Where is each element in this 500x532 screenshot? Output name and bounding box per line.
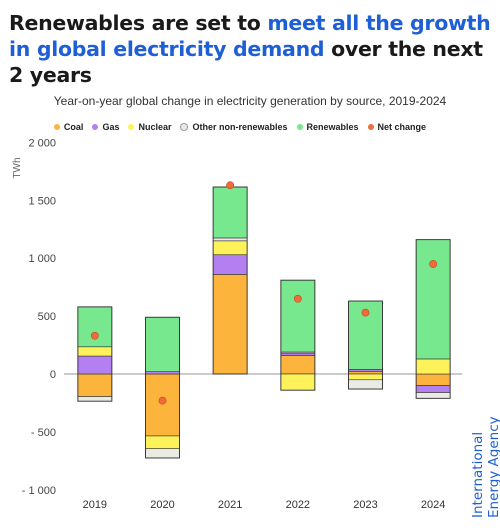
bar-segment [348, 373, 383, 381]
legend-swatch [296, 124, 303, 130]
bar-segment [77, 355, 113, 375]
y-tick-label: 500 [38, 311, 56, 323]
bar-outline [280, 279, 316, 391]
headline-highlight: meet all the growth in global electricit… [9, 11, 491, 61]
bar-segment [212, 186, 248, 239]
legend-swatch [367, 124, 374, 130]
iea-logo-line1: International [470, 431, 486, 518]
bar-segment [212, 254, 248, 275]
bar-segment [415, 239, 451, 360]
x-tick-label: 2019 [83, 499, 107, 511]
legend-item: Net change [367, 122, 427, 132]
bar-segment [415, 373, 451, 386]
legend-swatch [92, 124, 99, 130]
x-tick-label: 2023 [353, 499, 377, 511]
bar-segment [145, 371, 180, 375]
net-change-point [429, 260, 438, 268]
legend-label: Renewables [306, 122, 359, 132]
bar-segment [280, 355, 316, 375]
bar-segment [145, 373, 180, 437]
y-axis-label: TWh [12, 157, 23, 178]
bar-segment [415, 358, 451, 375]
chart-legend: Coal Gas Nuclear Other non-renewables Renewa… [0, 122, 480, 132]
bar-segment [348, 371, 383, 375]
bar-segment [77, 396, 113, 402]
x-tick-label: 2024 [421, 499, 445, 511]
bar-segment [415, 392, 451, 399]
legend-item: Other non-renewables [180, 122, 288, 132]
legend-swatch [53, 124, 60, 130]
legend-label: Coal [63, 122, 84, 132]
legend-label: Gas [102, 122, 120, 132]
bar-segment [77, 346, 113, 357]
net-change-point [90, 331, 99, 340]
legend-label: Net change [377, 122, 427, 132]
bar-segment [145, 448, 180, 459]
legend-label: Nuclear [138, 122, 172, 132]
bar-segment [77, 306, 113, 348]
bar-segment [212, 237, 248, 242]
x-tick-label: 2021 [218, 499, 242, 511]
y-tick-label: 1 500 [28, 195, 56, 207]
bar-outline [77, 306, 113, 402]
chart-title: Year-on-year global change in electricit… [53, 94, 447, 108]
x-tick-label: 2020 [150, 499, 174, 511]
legend-label: Other non-renewables [192, 122, 288, 132]
headline-part2: over the next 2 years [9, 37, 483, 87]
net-change-point [158, 396, 167, 405]
bar-segment [280, 279, 316, 353]
headline-part1: Renewables are set to [9, 11, 268, 35]
x-tick-label: 2022 [286, 499, 310, 511]
net-change-point [361, 308, 370, 317]
bar-segment [280, 373, 316, 391]
bar-segment [212, 240, 248, 256]
bar-segment [280, 352, 316, 356]
legend-swatch [180, 123, 189, 131]
iea-logo-text: International Energy Agency [470, 416, 500, 518]
bar-outline [348, 300, 383, 390]
bar-outline [145, 316, 180, 459]
net-change-point [226, 181, 235, 190]
bar-segment [415, 385, 451, 393]
y-tick-label: 1 000 [28, 253, 56, 265]
bar-outline [415, 239, 451, 399]
bar-segment [145, 435, 180, 449]
legend-item: Renewables [296, 122, 359, 132]
net-change-point [293, 294, 302, 303]
bar-segment [145, 316, 180, 372]
y-tick-label: 0 [50, 369, 56, 381]
bar-segment [212, 274, 248, 375]
bar-segment [77, 373, 113, 397]
y-tick-label: - 1 000 [22, 485, 56, 497]
bar-segment [348, 369, 383, 372]
iea-logo: International Energy Agency [470, 400, 500, 520]
legend-item: Coal [53, 122, 84, 132]
bar-segment [348, 379, 383, 390]
y-tick-label: 2 000 [28, 137, 56, 149]
legend-item: Gas [92, 122, 119, 132]
iea-logo-line2: Energy Agency [486, 416, 500, 518]
legend-swatch [128, 124, 135, 130]
y-tick-label: - 500 [31, 427, 56, 439]
headline: Renewables are set to meet all the growt… [9, 10, 495, 88]
legend-item: Nuclear [128, 122, 171, 132]
